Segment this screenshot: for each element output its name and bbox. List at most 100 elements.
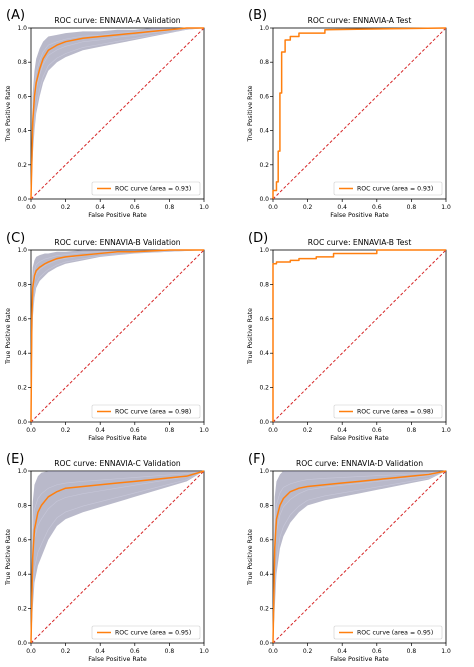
confidence-band xyxy=(31,471,204,643)
panel-label: (F) xyxy=(248,452,266,467)
x-tick-label: 0.6 xyxy=(372,204,382,211)
y-tick-label: 1.0 xyxy=(259,25,269,32)
y-tick-label: 0.4 xyxy=(259,128,269,135)
legend-label: ROC curve (area = 0.93) xyxy=(357,186,433,193)
resampled-roc-line xyxy=(30,470,205,644)
x-tick-label: 0.8 xyxy=(407,648,417,655)
y-tick-label: 1.0 xyxy=(17,468,27,475)
legend-box xyxy=(333,625,443,640)
y-tick-label: 1.0 xyxy=(17,247,27,254)
x-tick-label: 0.2 xyxy=(61,204,71,211)
x-tick-label: 0.6 xyxy=(130,204,140,211)
chance-diagonal-line xyxy=(30,470,205,644)
y-tick-label: 0.2 xyxy=(259,162,269,169)
y-tick-label: 0.2 xyxy=(259,385,269,392)
legend-box xyxy=(333,181,443,196)
y-tick-label: 0.2 xyxy=(17,606,27,613)
panel-label: (E) xyxy=(6,452,24,467)
x-tick-label: 0.4 xyxy=(95,648,105,655)
x-tick-label: 0.8 xyxy=(165,648,175,655)
y-axis-label: True Positive Rate xyxy=(247,85,254,142)
chance-diagonal-line xyxy=(30,249,205,423)
resampled-roc-line xyxy=(272,470,447,644)
x-tick-label: 0.2 xyxy=(61,648,71,655)
panel-title: ROC curve: ENNAVIA-D Validation xyxy=(296,459,423,468)
legend-label: ROC curve (area = 0.93) xyxy=(115,186,191,193)
confidence-band xyxy=(31,250,204,422)
x-tick-label: 0.8 xyxy=(165,427,175,434)
roc-panel: (D) ROC curve: ENNAVIA-B Test 0.00.0 0.2 0.2… xyxy=(247,231,451,442)
y-tick-label: 0.6 xyxy=(259,93,269,100)
resampled-roc-line xyxy=(272,470,447,644)
panel-label: (D) xyxy=(248,231,268,246)
roc-panel: (B) ROC curve: ENNAVIA-A Test 0.00.0 0.2 0.2… xyxy=(247,8,451,219)
resampled-roc-line xyxy=(30,249,205,423)
y-tick-label: 0.0 xyxy=(259,640,269,647)
chance-diagonal-line xyxy=(272,470,447,644)
y-axis-label: True Positive Rate xyxy=(5,308,12,365)
resampled-roc-line xyxy=(272,470,447,644)
roc-curve-line xyxy=(30,27,204,200)
y-tick-label: 1.0 xyxy=(259,247,269,254)
roc-panel: (C) ROC curve: ENNAVIA-B Validation 0.00.0… xyxy=(5,231,209,442)
chance-diagonal-line xyxy=(272,249,447,423)
panel-title: ROC curve: ENNAVIA-A Test xyxy=(308,16,412,25)
chance-diagonal-line xyxy=(30,27,205,200)
roc-curve-line xyxy=(272,27,447,199)
y-tick-label: 0.6 xyxy=(259,316,269,323)
legend-box xyxy=(91,625,201,640)
legend-label: ROC curve (area = 0.95) xyxy=(115,630,191,637)
resampled-roc-line xyxy=(30,470,205,644)
y-tick-label: 0.4 xyxy=(17,128,27,135)
y-tick-label: 0.6 xyxy=(17,93,27,100)
legend-box xyxy=(333,404,443,419)
resampled-roc-line xyxy=(30,27,205,200)
x-tick-label: 1.0 xyxy=(199,648,209,655)
x-tick-label: 0.6 xyxy=(130,648,140,655)
y-tick-label: 0.6 xyxy=(17,537,27,544)
x-tick-label: 0.8 xyxy=(407,427,417,434)
y-tick-label: 0.4 xyxy=(259,350,269,357)
confidence-band xyxy=(273,471,446,643)
panel-label: (B) xyxy=(248,8,267,23)
x-tick-label: 0.0 xyxy=(26,204,36,211)
y-tick-label: 0.4 xyxy=(17,571,27,578)
legend-label: ROC curve (area = 0.95) xyxy=(357,630,433,637)
roc-curve-line xyxy=(30,470,205,644)
x-tick-label: 0.6 xyxy=(130,427,140,434)
x-tick-label: 0.8 xyxy=(407,204,417,211)
roc-panel: (A) ROC curve: ENNAVIA-A Validation 0.00.0… xyxy=(5,8,209,219)
x-axis-label: False Positive Rate xyxy=(330,435,389,442)
x-tick-label: 0.2 xyxy=(303,204,313,211)
x-tick-label: 0.8 xyxy=(165,204,175,211)
y-tick-label: 0.8 xyxy=(259,59,269,66)
roc-panel: (F) ROC curve: ENNAVIA-D Validation 0.00.0… xyxy=(247,452,451,663)
x-tick-label: 0.2 xyxy=(303,648,313,655)
x-tick-label: 0.4 xyxy=(337,204,347,211)
x-tick-label: 0.6 xyxy=(372,648,382,655)
x-axis-label: False Positive Rate xyxy=(330,212,389,219)
legend-box xyxy=(91,181,201,196)
x-tick-label: 0.0 xyxy=(26,427,36,434)
panel-title: ROC curve: ENNAVIA-B Test xyxy=(308,238,412,247)
legend-label: ROC curve (area = 0.98) xyxy=(115,409,191,416)
resampled-roc-line xyxy=(30,27,205,200)
resampled-roc-line xyxy=(30,27,205,200)
panel-label: (C) xyxy=(6,231,25,246)
x-tick-label: 0.0 xyxy=(268,204,278,211)
x-tick-label: 0.0 xyxy=(268,427,278,434)
y-tick-label: 0.0 xyxy=(17,196,27,203)
panel-title: ROC curve: ENNAVIA-A Validation xyxy=(54,16,180,25)
x-axis-label: False Positive Rate xyxy=(330,656,389,663)
y-tick-label: 0.0 xyxy=(259,419,269,426)
x-tick-label: 0.6 xyxy=(372,427,382,434)
roc-curve-line xyxy=(272,470,447,644)
roc-curve-line xyxy=(30,249,204,423)
x-tick-label: 1.0 xyxy=(441,427,451,434)
x-tick-label: 0.4 xyxy=(337,648,347,655)
y-tick-label: 0.0 xyxy=(17,419,27,426)
x-tick-label: 0.4 xyxy=(95,427,105,434)
y-tick-label: 0.8 xyxy=(17,502,27,509)
y-axis-label: True Positive Rate xyxy=(247,308,254,365)
panel-label: (A) xyxy=(6,8,25,23)
